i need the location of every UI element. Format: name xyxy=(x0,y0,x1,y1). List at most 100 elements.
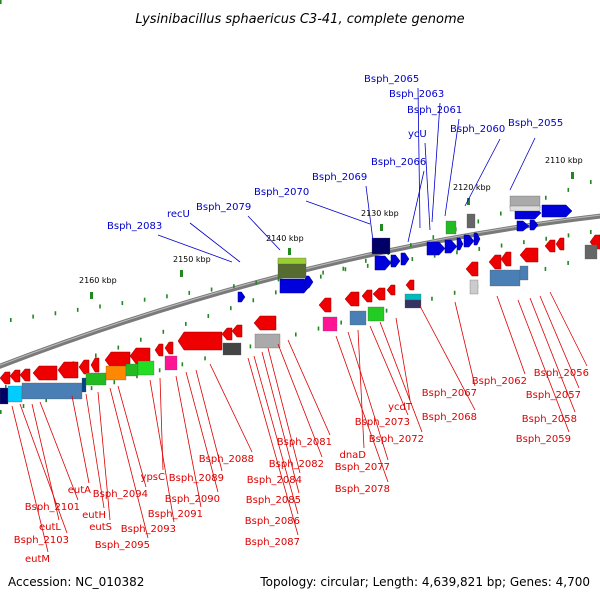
forward-gene-arrow xyxy=(456,237,464,251)
reverse-gene-arrow xyxy=(544,239,556,253)
tick-dot xyxy=(567,187,570,192)
tick-dot xyxy=(275,290,277,295)
reverse-gene-arrow xyxy=(231,324,243,338)
forward-label-leader xyxy=(417,87,421,229)
reverse-gene-label: Bsph_2081 xyxy=(277,437,332,448)
reverse-label-leader xyxy=(287,339,331,436)
map-title: Lysinibacillus sphaericus C3-41, complet… xyxy=(135,12,464,27)
gray-feature xyxy=(466,213,476,229)
reverse-label-leader xyxy=(71,395,90,484)
forward-gene-arrow xyxy=(541,204,573,218)
subsystem-bar xyxy=(85,372,107,386)
reverse-gene-arrow xyxy=(9,369,21,383)
reverse-label-leader xyxy=(39,401,79,501)
tick-label: 2110 kbp xyxy=(545,156,583,165)
tick-dot xyxy=(295,332,297,337)
tick-label: 2160 kbp xyxy=(79,276,117,285)
tick-dot xyxy=(90,386,93,391)
gray-feature xyxy=(509,205,541,212)
reverse-label-leader xyxy=(517,299,570,433)
reverse-label-leader xyxy=(185,371,219,493)
reverse-gene-label: ycdT xyxy=(388,402,413,413)
forward-gene-arrow xyxy=(390,254,401,268)
tick-dot xyxy=(230,306,232,311)
subsystem-bar xyxy=(584,244,598,260)
reverse-gene-arrow xyxy=(500,251,512,267)
reverse-label-leader xyxy=(195,369,223,472)
reverse-gene-arrow xyxy=(555,237,565,251)
tick-dot xyxy=(545,195,547,200)
tick-dot xyxy=(432,235,435,240)
subsystem-bar xyxy=(137,360,155,376)
tick-dot xyxy=(255,280,257,285)
tick-dot xyxy=(590,180,592,184)
tick-label: 2130 kbp xyxy=(361,209,399,218)
reverse-gene-label: Bsph_2093 xyxy=(121,524,176,535)
tick-dot xyxy=(210,287,213,292)
tick-dot xyxy=(500,211,502,216)
reverse-gene-arrow xyxy=(78,359,90,375)
reverse-gene-label: Bsph_2082 xyxy=(269,459,324,470)
tick-dot xyxy=(277,277,280,282)
reverse-gene-label: Bsph_2094 xyxy=(93,489,148,500)
subsystem-bar xyxy=(254,333,281,349)
forward-gene-arrow xyxy=(529,219,539,231)
reverse-gene-label: Bsph_2058 xyxy=(522,414,577,425)
reverse-label-leader xyxy=(267,347,301,474)
reverse-gene-label: Bsph_2059 xyxy=(516,434,571,445)
reverse-label-leader xyxy=(149,379,175,523)
forward-gene-arrow xyxy=(463,234,475,248)
forward-label-leader xyxy=(444,118,460,217)
forward-label-leader xyxy=(509,137,536,191)
forward-gene-arrow xyxy=(304,275,314,289)
reverse-gene-label: Bsph_2078 xyxy=(335,484,390,495)
subsystem-bar xyxy=(322,316,338,332)
reverse-label-leader xyxy=(117,385,147,488)
reverse-gene-label: Bsph_2091 xyxy=(148,509,203,520)
forward-label-leader xyxy=(189,222,241,263)
reverse-gene-arrow xyxy=(318,297,332,313)
reverse-gene-arrow xyxy=(405,279,415,291)
subsystem-bar xyxy=(164,355,178,371)
reverse-label-leader xyxy=(335,335,389,483)
reverse-label-leader xyxy=(395,317,411,401)
major-tick xyxy=(288,248,291,255)
reverse-label-leader xyxy=(109,387,149,539)
reverse-gene-label: Bsph_2086 xyxy=(245,516,300,527)
reverse-gene-label: Bsph_2072 xyxy=(369,434,424,445)
reverse-label-leader xyxy=(97,391,111,521)
accession-text: Accession: NC_010382 xyxy=(8,575,144,589)
olive-feature xyxy=(277,257,307,265)
reverse-gene-label: eutL xyxy=(39,522,61,533)
reverse-gene-arrow xyxy=(253,315,277,331)
tick-dot xyxy=(317,326,320,331)
reverse-gene-label: Bsph_2067 xyxy=(422,388,477,399)
navy-feature xyxy=(371,237,391,255)
tick-dot xyxy=(410,243,412,248)
reverse-gene-arrow xyxy=(361,289,373,303)
tick-dot xyxy=(249,344,252,349)
tick-dot xyxy=(433,253,436,258)
tick-dot xyxy=(121,301,124,306)
reverse-gene-label: Bsph_2056 xyxy=(534,368,589,379)
forward-gene-arrow xyxy=(426,241,446,256)
forward-gene-arrow xyxy=(473,232,481,246)
reverse-label-leader xyxy=(357,329,365,449)
forward-gene-label: Bsph_2070 xyxy=(254,187,309,198)
tick-dot xyxy=(45,398,47,403)
reverse-label-leader xyxy=(247,357,299,536)
major-tick xyxy=(380,224,383,231)
tick-dot xyxy=(456,250,458,255)
genome-info-text: Topology: circular; Length: 4,639,821 bp… xyxy=(259,575,590,589)
reverse-gene-arrow xyxy=(90,357,100,373)
tick-label: 2150 kbp xyxy=(173,255,211,264)
reverse-gene-arrow xyxy=(372,287,386,301)
tick-dot xyxy=(22,404,25,409)
subsystem-bar xyxy=(367,306,385,322)
reverse-label-leader xyxy=(209,363,253,453)
major-tick xyxy=(467,198,470,205)
forward-label-leader xyxy=(464,138,501,207)
forward-label-leader xyxy=(365,185,374,242)
reverse-label-leader xyxy=(347,331,389,461)
reverse-gene-label: eutM xyxy=(25,554,50,565)
